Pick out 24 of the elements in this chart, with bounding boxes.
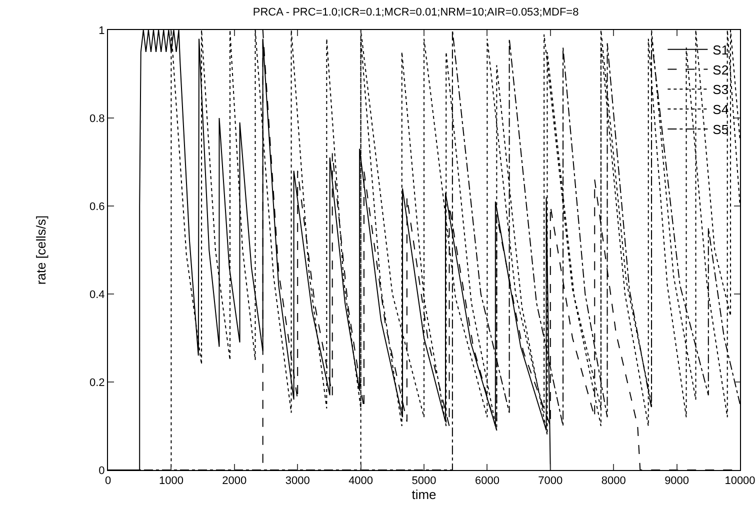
x-tick-label: 4000 xyxy=(348,475,374,488)
legend-label: S5 xyxy=(712,122,729,138)
y-tick-label: 0.2 xyxy=(90,376,105,389)
x-tick-label: 8000 xyxy=(601,475,626,488)
x-tick-label: 3000 xyxy=(285,475,310,488)
x-tick-label: 6000 xyxy=(474,475,500,488)
y-tick-label: 0.8 xyxy=(90,112,105,125)
y-axis-title: rate [cells/s] xyxy=(33,215,48,285)
y-tick-label: 0.4 xyxy=(90,288,105,301)
x-tick-label: 2000 xyxy=(222,475,247,488)
x-axis-title: time xyxy=(412,487,436,502)
x-tick-label: 9000 xyxy=(664,475,690,488)
y-tick-label: 0.6 xyxy=(90,200,105,213)
x-tick-label: 5000 xyxy=(412,475,436,488)
legend-label: S3 xyxy=(712,82,729,98)
y-tick-label: 0 xyxy=(98,464,105,477)
x-tick-label: 1000 xyxy=(158,475,184,488)
y-tick-label: 1 xyxy=(98,24,105,37)
legend-label: S2 xyxy=(712,62,729,78)
x-tick-label: 7000 xyxy=(538,475,563,488)
legend-label: S4 xyxy=(712,102,729,118)
legend-label: S1 xyxy=(712,42,729,58)
chart-title: PRCA - PRC=1.0;ICR=0.1;MCR=0.01;NRM=10;AIR=0.053;MDF=8 xyxy=(252,6,579,18)
x-tick-label: 10000 xyxy=(724,475,756,488)
